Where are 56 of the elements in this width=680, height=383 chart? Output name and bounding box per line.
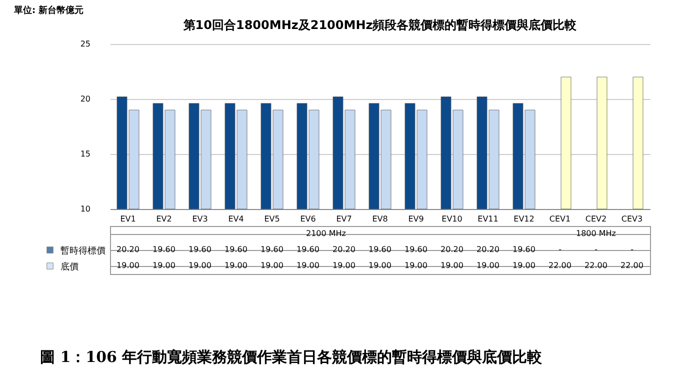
text: 1800 MHz bbox=[576, 229, 616, 238]
data-label: 20.20 bbox=[476, 245, 500, 254]
data-label: 19.00 bbox=[512, 261, 536, 270]
data-label: 19.00 bbox=[368, 261, 392, 270]
data-label: 19.60 bbox=[404, 245, 428, 254]
data-label: 19.00 bbox=[476, 261, 500, 270]
data-label: 19.60 bbox=[296, 245, 320, 254]
x-tick-label: CEV2 bbox=[585, 214, 607, 224]
x-tick-label: EV9 bbox=[408, 214, 424, 224]
data-label: 19.00 bbox=[116, 261, 140, 270]
data-label: 19.60 bbox=[260, 245, 284, 254]
data-label: 19.00 bbox=[404, 261, 428, 270]
data-label: 19.60 bbox=[512, 245, 536, 254]
data-label: 19.00 bbox=[332, 261, 356, 270]
y-tick-label: 10 bbox=[80, 204, 90, 214]
data-label: 19.60 bbox=[368, 245, 392, 254]
data-label: 19.60 bbox=[152, 245, 176, 254]
data-label: 19.00 bbox=[260, 261, 284, 270]
data-label: 19.00 bbox=[440, 261, 464, 270]
data-label: 19.00 bbox=[224, 261, 248, 270]
chart-title: 第10回合1800MHz及2100MHz頻段各競價標的暫時得標價與底價比較 bbox=[182, 18, 578, 32]
text: - bbox=[630, 245, 634, 254]
legend-label: 暫時得標價 bbox=[60, 246, 106, 256]
y-tick-label: 25 bbox=[80, 40, 90, 48]
text: - bbox=[558, 245, 562, 254]
x-tick-label: EV12 bbox=[514, 214, 534, 224]
y-tick-label: 15 bbox=[80, 150, 90, 158]
x-tick-label: EV11 bbox=[478, 214, 498, 224]
x-tick-label: EV2 bbox=[156, 214, 172, 224]
x-tick-label: EV7 bbox=[336, 214, 352, 224]
x-tick-label: CEV3 bbox=[621, 214, 643, 224]
x-tick-label: EV8 bbox=[372, 214, 388, 224]
caption: 圖 1：106 年行動寬頻業務競價作業首日各競價標的暫時得標價與底價比較 bbox=[40, 348, 542, 367]
data-label: 19.00 bbox=[296, 261, 320, 270]
text: 2100 MHz bbox=[306, 229, 346, 238]
x-tick-label: EV10 bbox=[442, 214, 462, 224]
data-label: 22.00 bbox=[584, 261, 608, 270]
text: - bbox=[594, 245, 598, 254]
data-label: 22.00 bbox=[620, 261, 644, 270]
x-tick-label: EV3 bbox=[192, 214, 208, 224]
data-label: 20.20 bbox=[116, 245, 140, 254]
data-label: 19.60 bbox=[188, 245, 212, 254]
x-tick-label: CEV1 bbox=[549, 214, 571, 224]
x-tick-label: EV6 bbox=[300, 214, 316, 224]
data-label: 19.00 bbox=[188, 261, 212, 270]
x-tick-label: EV1 bbox=[120, 214, 136, 224]
y-tick-label: 20 bbox=[80, 94, 90, 104]
x-tick-label: EV5 bbox=[264, 214, 280, 224]
data-label: 19.60 bbox=[224, 245, 248, 254]
data-label: 19.00 bbox=[152, 261, 176, 270]
data-label: 22.00 bbox=[548, 261, 572, 270]
text: 單位: 新台幣億元 bbox=[14, 4, 84, 17]
legend-label: 底價 bbox=[60, 262, 78, 272]
data-label: 20.20 bbox=[440, 245, 464, 254]
data-label: 20.20 bbox=[332, 245, 356, 254]
x-tick-label: EV4 bbox=[228, 214, 244, 224]
